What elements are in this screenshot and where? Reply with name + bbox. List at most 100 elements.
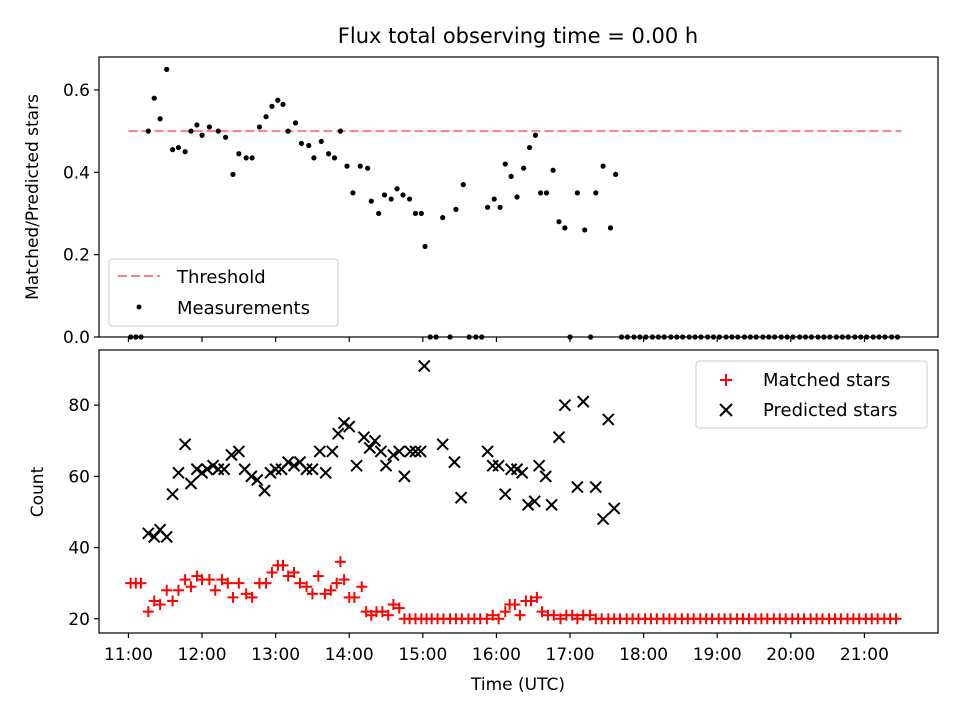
measurement-point	[631, 334, 637, 340]
bottom-legend-box	[695, 360, 928, 429]
predicted-star-point	[184, 477, 198, 490]
measurement-point	[263, 114, 269, 120]
measurement-point	[797, 334, 803, 340]
measurement-point	[723, 334, 729, 340]
measurement-point	[236, 151, 242, 157]
matched-star-point	[331, 577, 343, 589]
measurement-point	[710, 334, 717, 340]
measurement-point	[337, 128, 343, 134]
measurement-point	[753, 334, 759, 340]
measurement-point	[613, 171, 619, 177]
matched-star-point	[536, 606, 548, 618]
top-y-axis-label: Matched/Predicted stars	[23, 94, 43, 300]
measurement-point	[526, 144, 533, 151]
measurement-point	[311, 155, 317, 161]
measurement-point	[169, 147, 176, 153]
measurement-point	[164, 66, 170, 72]
matched-star-point	[148, 595, 160, 607]
matched-star-point	[338, 574, 350, 586]
predicted-star-point	[319, 466, 332, 480]
matched-star-point	[301, 581, 313, 593]
measurement-point	[243, 155, 249, 161]
measurement-point	[729, 334, 735, 340]
measurement-point	[821, 334, 827, 340]
matched-star-point	[554, 613, 566, 625]
matched-star-point	[387, 599, 399, 611]
measurement-point	[827, 334, 833, 340]
measurement-point	[138, 334, 144, 340]
legend-predicted-label: Predicted stars	[763, 400, 897, 421]
bottom-y-tick-label: 80	[68, 396, 90, 416]
predicted-star-point	[521, 498, 535, 512]
top-y-tick-label: 0.0	[63, 328, 90, 348]
measurement-point	[249, 155, 255, 161]
measurement-point	[521, 165, 527, 171]
matched-star-point	[306, 588, 318, 600]
measurement-point	[453, 206, 459, 212]
measurement-point	[716, 334, 723, 340]
top-legend-box	[108, 258, 339, 327]
measurement-point	[574, 190, 580, 196]
matched-star-point	[135, 577, 147, 589]
predicted-star-point	[357, 431, 371, 444]
predicted-star-point	[166, 487, 179, 501]
predicted-star-point	[596, 512, 610, 526]
bottom-x-ticks: 11:00 12:00 13:00 14:00 15:00 16:00 17:00 18:00…	[104, 633, 889, 665]
matched-star-point	[246, 591, 258, 603]
measurement-point	[567, 334, 573, 340]
predicted-star-point	[217, 463, 231, 476]
measurement-point	[275, 97, 281, 103]
measurement-point	[376, 210, 382, 217]
measurement-point	[306, 142, 312, 149]
predicted-star-point	[300, 463, 313, 476]
predicted-star-point	[539, 470, 552, 483]
predicted-star-point	[212, 463, 225, 476]
measurement-point	[344, 163, 350, 169]
measurement-point	[876, 334, 882, 340]
predicted-star-point	[306, 463, 319, 476]
matched-star-point	[216, 574, 228, 586]
matched-star-point	[266, 566, 278, 578]
legend-measurements-label: Measurements	[177, 298, 310, 319]
measurement-point	[175, 144, 182, 151]
matched-star-point	[348, 591, 360, 603]
predicted-star-point	[258, 484, 271, 497]
measurement-point	[661, 334, 667, 340]
measurement-point	[145, 128, 151, 134]
predicted-star-point	[160, 530, 173, 544]
measurement-point	[151, 95, 157, 101]
matched-star-point	[209, 584, 221, 596]
predicted-star-point	[414, 445, 427, 458]
matched-star-point	[233, 577, 245, 589]
matched-star-point	[584, 609, 596, 621]
predicted-star-point	[343, 420, 356, 433]
predicted-star-point	[142, 527, 155, 540]
measurement-point	[400, 192, 406, 198]
measurement-point	[206, 124, 212, 130]
matched-star-point	[325, 584, 337, 596]
measurement-point	[326, 151, 332, 157]
measurement-point	[649, 334, 656, 340]
matched-star-point	[531, 591, 543, 603]
bottom-x-tick-label: 13:00	[251, 645, 300, 665]
matched-star-point	[222, 577, 234, 589]
matched-star-point	[376, 606, 388, 618]
predicted-star-point	[350, 459, 363, 472]
bottom-x-tick-label: 12:00	[178, 645, 227, 665]
matched-star-point	[172, 584, 184, 596]
matched-star-point	[481, 613, 493, 625]
predicted-star-point	[552, 431, 566, 444]
measurement-point	[466, 334, 472, 340]
measurement-point	[133, 334, 139, 340]
bottom-axes-frame	[98, 349, 939, 634]
predicted-star-point	[532, 459, 546, 472]
bottom-x-tick-label: 16:00	[472, 645, 521, 665]
predicted-star-point	[281, 455, 295, 469]
predicted-star-point	[245, 470, 258, 483]
measurement-point	[845, 334, 851, 340]
predicted-star-point	[571, 480, 584, 494]
matched-star-point	[282, 570, 294, 582]
matched-star-point	[203, 574, 215, 586]
predicted-star-point	[172, 466, 185, 480]
